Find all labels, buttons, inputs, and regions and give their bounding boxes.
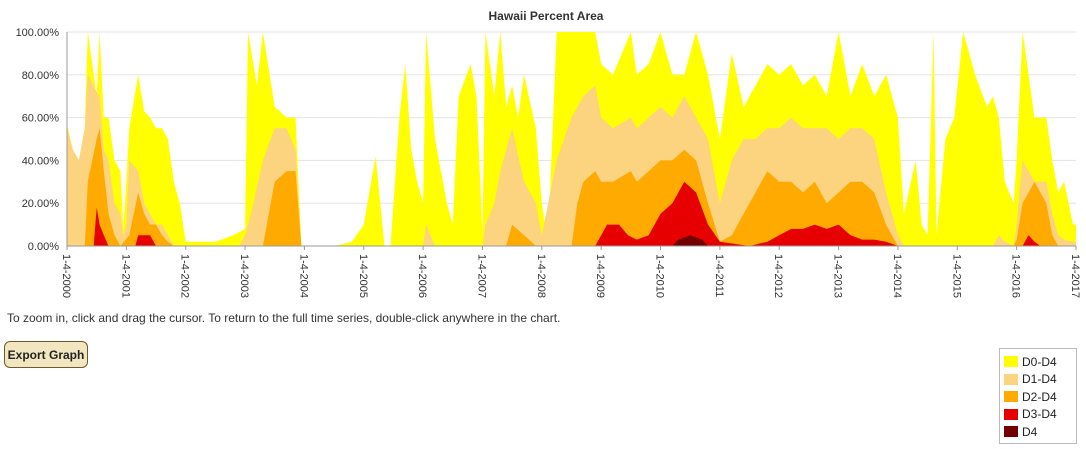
x-tick-label: 1-4-2014 bbox=[891, 254, 903, 298]
x-tick-label: 1-4-2012 bbox=[772, 254, 784, 298]
legend-item: D2-D4 bbox=[1004, 388, 1076, 406]
export-graph-button[interactable]: Export Graph bbox=[4, 341, 88, 368]
axes bbox=[66, 32, 1076, 247]
legend-item: D1-D4 bbox=[1004, 371, 1076, 389]
y-tick-label: 80.00% bbox=[22, 70, 60, 82]
y-tick-label: 0.00% bbox=[28, 241, 59, 253]
chart[interactable]: Hawaii Percent Area 0.00% 20.00% 40.00% 60.… bbox=[0, 0, 1086, 300]
legend-label: D2-D4 bbox=[1022, 389, 1057, 404]
y-tick-label: 20.00% bbox=[22, 198, 60, 210]
legend-label: D0-D4 bbox=[1022, 354, 1057, 369]
legend-swatch bbox=[1004, 356, 1018, 368]
legend-label: D1-D4 bbox=[1022, 372, 1057, 387]
x-tick-label: 1-4-2007 bbox=[476, 254, 488, 298]
y-axis-ticks: 0.00% 20.00% 40.00% 60.00% 80.00% 100.00% bbox=[16, 27, 60, 253]
x-tick-label: 1-4-2006 bbox=[416, 254, 428, 298]
x-tick-label: 1-4-2000 bbox=[60, 254, 72, 298]
legend-swatch bbox=[1004, 391, 1018, 403]
legend-swatch bbox=[1004, 373, 1018, 385]
x-tick-label: 1-4-2009 bbox=[594, 254, 606, 298]
y-tick-label: 60.00% bbox=[22, 113, 60, 125]
legend-swatch bbox=[1004, 408, 1018, 420]
x-tick-label: 1-4-2015 bbox=[950, 254, 962, 298]
x-tick-label: 1-4-2002 bbox=[179, 254, 191, 298]
plot-area[interactable] bbox=[67, 32, 1076, 246]
x-tick-label: 1-4-2016 bbox=[1010, 254, 1022, 298]
x-tick-label: 1-4-2003 bbox=[238, 254, 250, 298]
legend-swatch bbox=[1004, 426, 1018, 438]
x-tick-label: 1-4-2001 bbox=[119, 254, 131, 298]
x-tick-label: 1-4-2004 bbox=[297, 254, 309, 298]
x-axis-ticks: 1-4-2000 1-4-2001 1-4-2002 1-4-2003 1-4-2004… bbox=[60, 246, 1081, 298]
y-tick-label: 100.00% bbox=[16, 27, 60, 39]
legend-item: D4 bbox=[1004, 423, 1076, 441]
area-series-d3-d4 bbox=[67, 181, 1076, 246]
x-tick-label: 1-4-2017 bbox=[1069, 254, 1081, 298]
area-series-d2-d4 bbox=[67, 128, 1076, 246]
legend-label: D3-D4 bbox=[1022, 407, 1057, 422]
x-tick-label: 1-4-2008 bbox=[535, 254, 547, 298]
x-tick-label: 1-4-2011 bbox=[713, 254, 725, 297]
chart-title: Hawaii Percent Area bbox=[489, 9, 604, 23]
x-tick-label: 1-4-2013 bbox=[832, 254, 844, 298]
legend-item: D3-D4 bbox=[1004, 406, 1076, 424]
legend: D0-D4 D1-D4 D2-D4 D3-D4 D4 bbox=[999, 348, 1077, 444]
y-tick-label: 40.00% bbox=[22, 155, 60, 167]
x-tick-label: 1-4-2010 bbox=[654, 254, 666, 298]
legend-item: D0-D4 bbox=[1004, 353, 1076, 371]
legend-label: D4 bbox=[1022, 424, 1038, 439]
x-tick-label: 1-4-2005 bbox=[357, 254, 369, 298]
zoom-hint-text: To zoom in, click and drag the cursor. T… bbox=[7, 311, 561, 325]
